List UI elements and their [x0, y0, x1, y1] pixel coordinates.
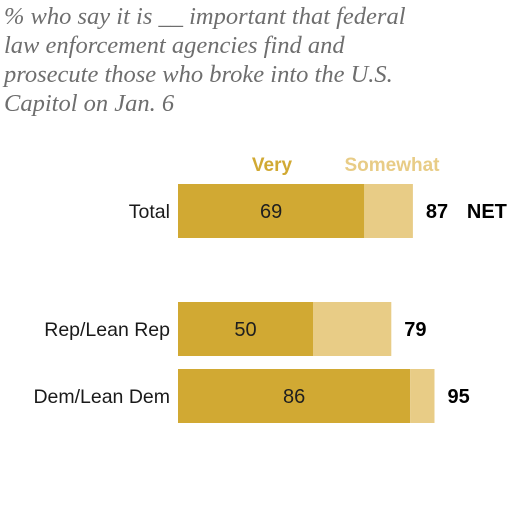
bar-segment-somewhat — [364, 184, 413, 238]
category-label: Dem/Lean Dem — [33, 386, 170, 408]
category-label: Rep/Lean Rep — [44, 319, 170, 341]
chart-title: % who say it is __ important that federa… — [4, 2, 516, 118]
chart-title-line: Capitol on Jan. 6 — [4, 90, 175, 117]
chart-title-line: % who say it is __ important that federa… — [4, 3, 406, 30]
chart-title-line: prosecute those who broke into the U.S. — [4, 61, 393, 88]
bar-segment-somewhat — [410, 369, 435, 423]
bar-value-label: 86 — [283, 386, 305, 408]
bar-segment-very — [178, 302, 313, 356]
legend-label-somewhat: Somewhat — [344, 155, 440, 176]
net-value-label: 79 — [404, 319, 426, 341]
chart-title-line: law enforcement agencies find and — [4, 32, 345, 59]
net-value-label: 87 — [426, 201, 448, 223]
net-value-label: 95 — [448, 386, 470, 408]
category-label: Total — [129, 201, 170, 223]
legend-label-very: Very — [252, 155, 293, 176]
bar-value-label: 50 — [234, 319, 256, 341]
bar-segment-very — [178, 184, 365, 238]
bar-segment-somewhat — [313, 302, 392, 356]
bar-value-label: 69 — [260, 201, 282, 223]
net-suffix-label: NET — [467, 201, 507, 223]
bar-segment-very — [178, 369, 411, 423]
